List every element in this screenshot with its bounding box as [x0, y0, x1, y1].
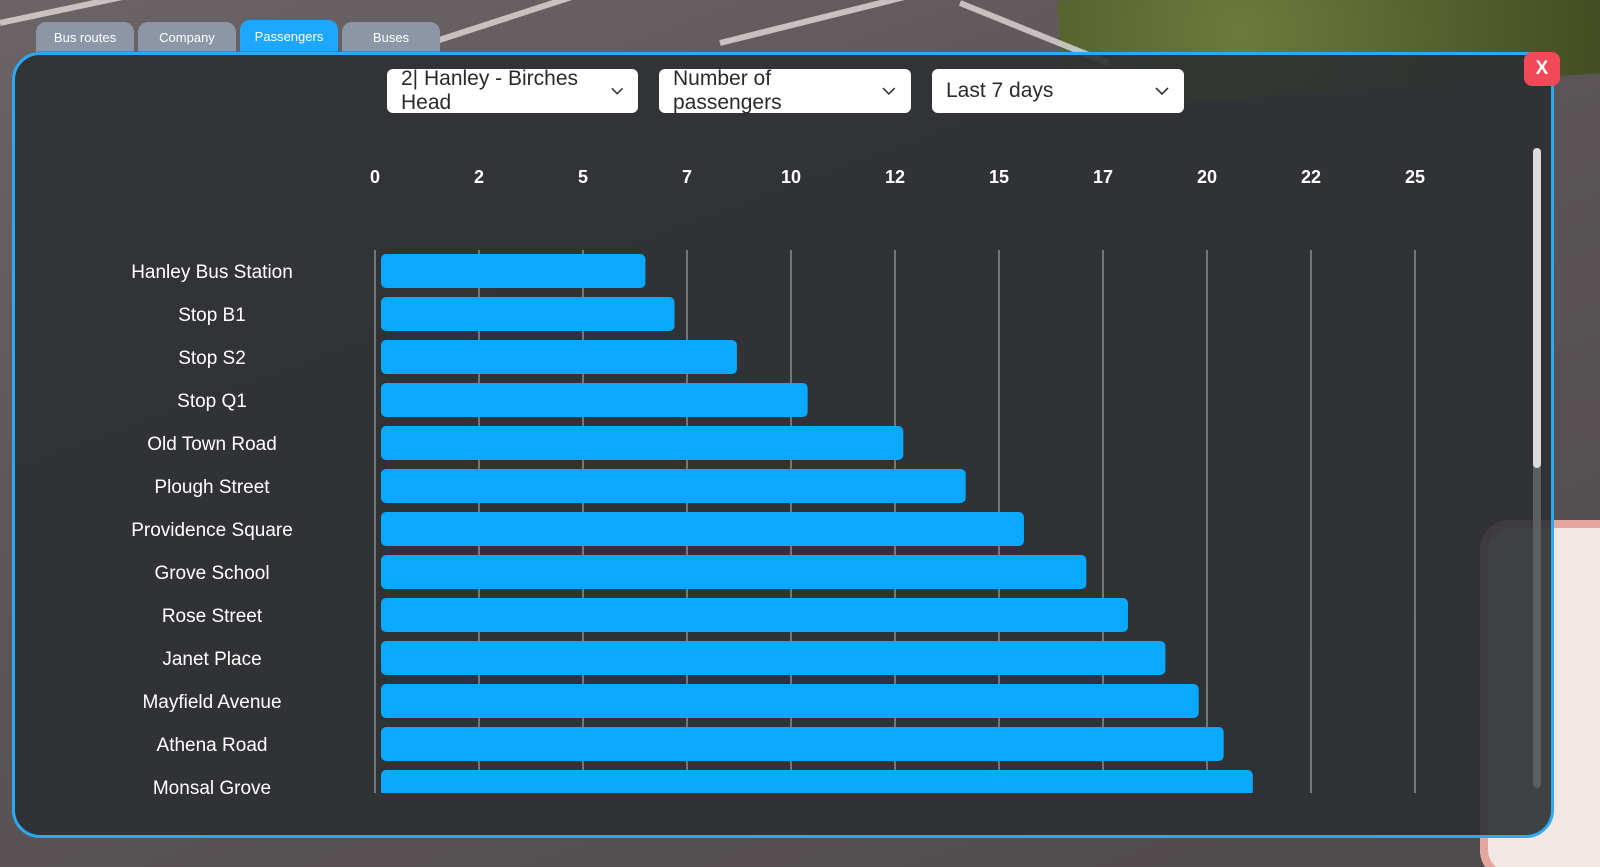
tab-company[interactable]: Company	[138, 22, 236, 52]
passengers-panel	[12, 52, 1554, 838]
chevron-down-icon	[882, 87, 896, 96]
tab-passengers[interactable]: Passengers	[240, 20, 338, 52]
route-dropdown-value: 2| Hanley - Birches Head	[401, 67, 579, 114]
period-dropdown-value: Last 7 days	[946, 79, 1054, 102]
metric-dropdown[interactable]: Number of passengers	[659, 67, 911, 114]
chart-scrollbar-thumb[interactable]	[1533, 148, 1541, 468]
period-dropdown[interactable]: Last 7 days	[932, 69, 1184, 113]
route-dropdown[interactable]: 2| Hanley - Birches Head	[387, 67, 638, 114]
chevron-down-icon	[610, 87, 623, 95]
close-button[interactable]: X	[1524, 52, 1560, 86]
chevron-down-icon	[1155, 87, 1169, 96]
tab-bus-routes[interactable]: Bus routes	[36, 22, 134, 52]
chart-scrollbar-track[interactable]	[1533, 148, 1541, 788]
tab-buses[interactable]: Buses	[342, 22, 440, 52]
metric-dropdown-value: Number of passengers	[673, 67, 782, 114]
tab-bar: Bus routes Company Passengers Buses	[36, 20, 440, 52]
